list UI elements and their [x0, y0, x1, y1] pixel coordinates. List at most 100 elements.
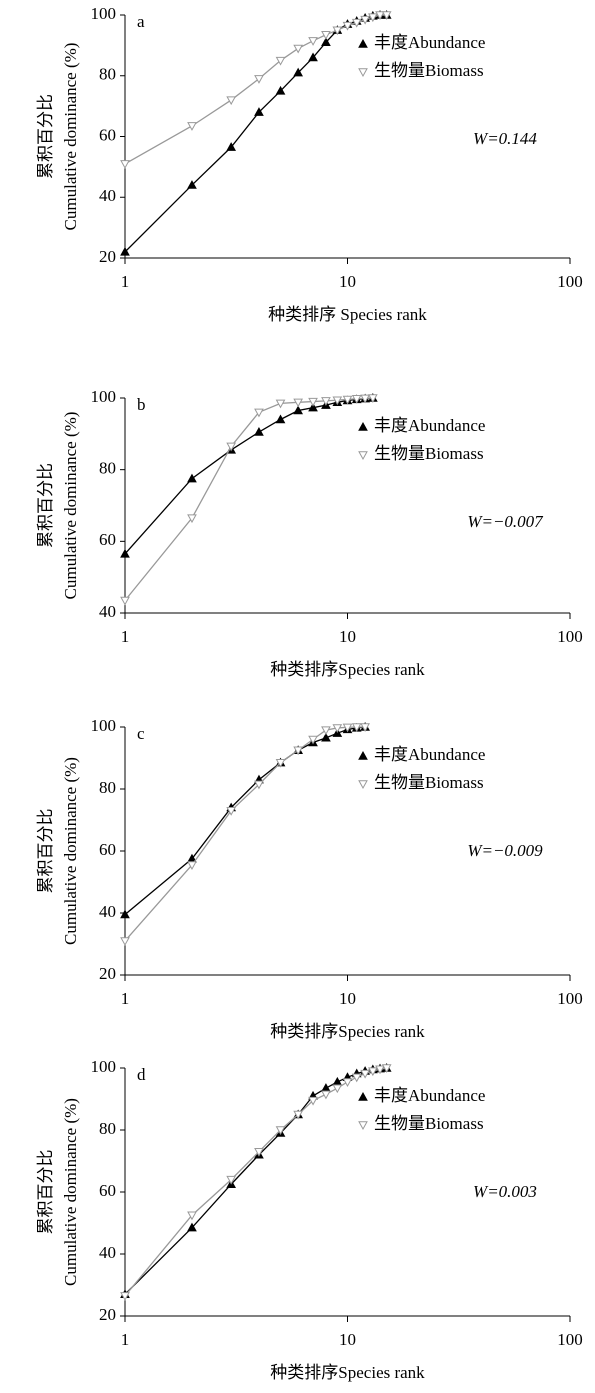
marker [308, 37, 318, 46]
x-axis-label: 种类排序Species rank [270, 1022, 425, 1041]
marker [187, 1222, 197, 1232]
x-tick-label: 1 [121, 272, 130, 291]
series-line [124, 1067, 387, 1295]
marker [381, 1064, 392, 1074]
marker [120, 937, 130, 946]
marker [368, 13, 378, 23]
marker [342, 1078, 353, 1087]
y-tick-label: 60 [99, 1181, 116, 1200]
legend-marker [358, 780, 368, 790]
legend-marker [358, 1121, 368, 1131]
panel: 20 40 60 80 100 1 10 100 种类排序 Species rank 累积百分比 C… [36, 4, 583, 324]
panel: 40 60 80 100 1 10 100 种类排序Species rank 累积百分比 Cumu… [36, 387, 583, 679]
legend-marker [358, 421, 368, 431]
panel-label: d [137, 1065, 146, 1084]
y-axis-label: 累积百分比 [36, 809, 55, 894]
marker [368, 1067, 378, 1077]
marker [187, 180, 197, 189]
legend-marker [358, 451, 368, 461]
marker [351, 1073, 362, 1083]
y-tick-label: 20 [99, 247, 116, 266]
marker [332, 724, 343, 733]
marker [368, 394, 378, 404]
y-tick-label: 80 [99, 1119, 116, 1138]
y-tick-label: 40 [99, 902, 116, 921]
marker [342, 723, 353, 733]
x-tick-label: 100 [557, 272, 583, 291]
marker [308, 735, 318, 745]
marker [351, 723, 362, 733]
legend-label: 生物量Biomass [374, 773, 484, 792]
y-tick-label: 80 [99, 778, 116, 797]
y-tick-label: 60 [99, 840, 116, 859]
y-tick-label: 100 [91, 1057, 117, 1076]
marker [187, 1211, 197, 1221]
panel-label: a [137, 12, 145, 31]
y-axis-label: Cumulative dominance (%) [61, 1098, 80, 1286]
legend-marker [358, 38, 368, 48]
series-line [124, 397, 373, 555]
marker [375, 11, 385, 21]
marker [226, 442, 237, 452]
annotation: W=0.003 [473, 1182, 537, 1201]
x-tick-label: 10 [339, 272, 356, 291]
marker [187, 514, 197, 524]
marker [321, 726, 331, 736]
x-tick-label: 1 [121, 989, 130, 1008]
annotation: W=−0.007 [467, 512, 544, 531]
y-axis-label: Cumulative dominance (%) [61, 412, 80, 600]
series-line [124, 14, 387, 253]
x-tick-label: 100 [557, 627, 583, 646]
panel-label: c [137, 724, 145, 743]
y-tick-label: 20 [99, 1305, 116, 1324]
x-tick-label: 100 [557, 989, 583, 1008]
legend-label: 丰度Abundance [374, 745, 485, 764]
panel: 20 40 60 80 100 1 10 100 种类排序Species rank 累积百分比 Cu… [36, 716, 583, 1041]
y-axis-label: 累积百分比 [36, 1150, 55, 1235]
y-tick-label: 40 [99, 1243, 116, 1262]
y-axis-label: 累积百分比 [36, 463, 55, 548]
marker [187, 473, 197, 483]
marker [275, 1126, 286, 1136]
marker [120, 548, 130, 558]
marker [226, 142, 237, 151]
marker [293, 67, 303, 77]
marker [254, 408, 264, 418]
annotation: W=−0.009 [467, 841, 543, 860]
marker [187, 122, 197, 131]
legend-marker [358, 750, 368, 760]
marker [120, 160, 130, 169]
panel: 20 40 60 80 100 1 10 100 种类排序Species rank 累积百分比 Cu… [36, 1057, 583, 1382]
marker [342, 395, 353, 405]
marker [275, 414, 286, 424]
y-tick-label: 60 [99, 530, 116, 549]
marker [293, 746, 303, 756]
x-tick-label: 10 [339, 627, 356, 646]
series-line [124, 1067, 387, 1297]
marker [254, 427, 264, 436]
marker [360, 394, 370, 404]
marker [351, 395, 362, 404]
marker [120, 1292, 130, 1301]
x-tick-label: 100 [557, 1330, 583, 1349]
legend-marker [358, 1091, 368, 1101]
legend-marker [358, 68, 368, 78]
y-axis-label: 累积百分比 [36, 94, 55, 179]
y-tick-label: 40 [99, 186, 116, 205]
marker [308, 402, 318, 412]
legend-label: 丰度Abundance [374, 33, 485, 52]
x-tick-label: 10 [339, 989, 356, 1008]
x-tick-label: 1 [121, 1330, 130, 1349]
marker [321, 1090, 331, 1100]
marker [342, 21, 353, 31]
marker [332, 1084, 343, 1094]
x-axis-label: 种类排序 Species rank [268, 305, 427, 324]
marker [351, 18, 362, 28]
legend-label: 生物量Biomass [374, 61, 484, 80]
marker [332, 1076, 343, 1086]
y-axis-label: Cumulative dominance (%) [61, 757, 80, 945]
marker [275, 85, 286, 95]
marker [275, 758, 286, 768]
marker [375, 1065, 385, 1075]
legend-label: 丰度Abundance [374, 1086, 485, 1105]
